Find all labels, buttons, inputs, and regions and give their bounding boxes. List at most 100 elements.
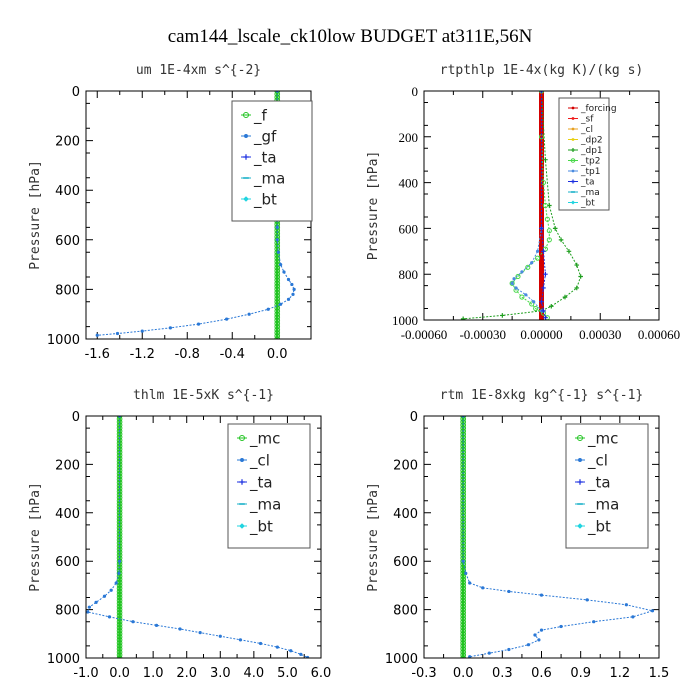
y-tick-label: 600 (393, 555, 418, 570)
data-point (507, 589, 511, 594)
data-point (460, 640, 467, 646)
data-point (460, 316, 466, 320)
data-point (274, 289, 281, 296)
data-point (274, 258, 281, 265)
series-line (97, 91, 295, 336)
data-point (154, 623, 159, 627)
data-point (539, 203, 544, 208)
data-point (460, 612, 467, 619)
data-point (168, 326, 172, 330)
data-point (460, 606, 467, 613)
data-point (548, 303, 554, 309)
data-point (524, 293, 528, 297)
data-point (274, 292, 281, 299)
data-point (247, 312, 251, 316)
data-point (114, 581, 118, 585)
data-point (460, 643, 467, 649)
data-point (274, 305, 281, 311)
data-point (116, 519, 123, 525)
y-tick-label: 0 (72, 85, 80, 100)
data-point (500, 313, 505, 318)
data-point (86, 610, 90, 614)
data-point (116, 637, 123, 643)
data-point (274, 271, 281, 277)
data-point (539, 289, 544, 294)
data-point (282, 270, 286, 274)
data-point (460, 564, 467, 571)
data-point (274, 274, 281, 280)
data-point (460, 519, 467, 525)
x-tick-label: -1.2 (130, 347, 155, 362)
data-point (131, 620, 135, 624)
data-point (624, 603, 628, 607)
data-point (279, 302, 283, 306)
data-point (116, 582, 123, 589)
x-tick-label: -0.8 (175, 347, 200, 362)
data-point (543, 315, 548, 320)
data-point (460, 630, 467, 637)
data-point (539, 94, 544, 99)
data-point (274, 314, 281, 321)
y-tick-label: 1000 (392, 313, 418, 328)
data-point (539, 123, 544, 128)
legend-label: _dp1 (580, 146, 603, 156)
data-point (289, 649, 293, 653)
legend-marker (571, 200, 575, 205)
data-point (305, 655, 310, 658)
x-tick-label: 2.0 (176, 666, 197, 681)
data-point (116, 643, 123, 649)
data-point (274, 286, 281, 293)
plot-frame (423, 415, 660, 659)
x-tick-label: 0.6 (531, 666, 552, 681)
data-point (116, 646, 123, 652)
legend-label: _ma (253, 169, 285, 188)
legend-label: _bt (249, 517, 273, 536)
data-point (543, 271, 548, 277)
data-point (460, 652, 467, 658)
legend-label: _f (253, 106, 268, 125)
legend-marker (578, 458, 582, 462)
data-point (592, 620, 596, 624)
data-point (539, 593, 544, 597)
data-point (460, 615, 467, 622)
data-point (116, 606, 123, 613)
x-tick-label: -1.6 (85, 347, 110, 362)
x-tick-label: 1.2 (609, 666, 630, 681)
data-point (275, 238, 279, 242)
legend-label: _ta (249, 473, 273, 492)
data-point (460, 618, 467, 625)
data-point (543, 157, 548, 162)
data-point (116, 612, 123, 619)
legend-marker (571, 179, 575, 184)
data-point (539, 272, 544, 277)
y-tick-label: 400 (55, 507, 80, 522)
data-point (529, 301, 535, 307)
data-point (539, 215, 544, 219)
data-point (107, 615, 112, 619)
data-point (539, 628, 544, 632)
data-point (460, 594, 467, 601)
y-tick-label: 600 (55, 234, 80, 249)
data-point (116, 585, 123, 592)
legend-label: _tp1 (580, 167, 600, 177)
legend-label: _ta (587, 473, 611, 492)
data-point (650, 609, 655, 613)
y-axis-label: Pressure [hPa] (28, 160, 43, 270)
data-point (539, 299, 544, 304)
legend-marker (239, 479, 245, 485)
data-point (274, 311, 281, 318)
y-axis-label: Pressure [hPa] (28, 482, 43, 592)
x-tick-label: -0.4 (220, 347, 245, 362)
data-point (116, 621, 123, 628)
panel-title: rtm 1E-8xkg kg^{-1} s^{-1} (440, 388, 644, 403)
legend-marker (243, 154, 249, 160)
data-point (539, 169, 544, 173)
y-tick-label: 1000 (47, 652, 80, 667)
y-tick-label: 600 (399, 221, 419, 236)
x-tick-label: 0.0 (267, 347, 288, 362)
data-point (539, 278, 544, 282)
data-point (116, 540, 123, 546)
data-point (539, 220, 544, 225)
data-point (116, 640, 123, 646)
